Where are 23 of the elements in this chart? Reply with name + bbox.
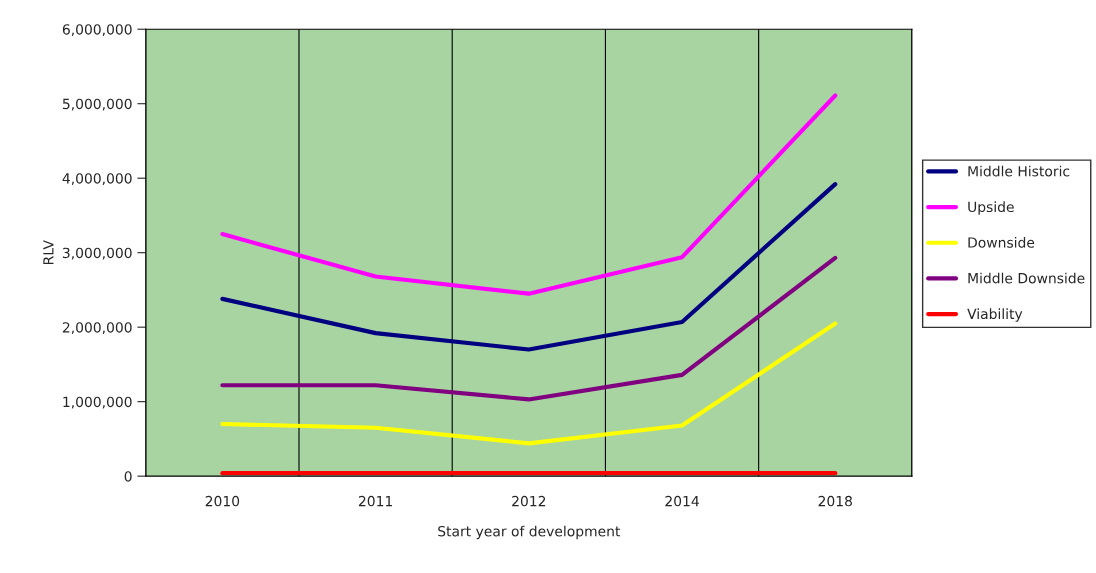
y-tick-label: 2,000,000 bbox=[62, 322, 132, 335]
x-tick-label: 2012 bbox=[512, 495, 546, 507]
y-axis-title: RLV bbox=[43, 240, 54, 265]
line-series bbox=[220, 255, 838, 402]
x-tick-label: 2010 bbox=[205, 495, 240, 507]
x-tick-label: 2014 bbox=[665, 495, 699, 507]
legend-label: Downside bbox=[968, 237, 1035, 248]
y-tick-label: 0 bbox=[124, 471, 132, 482]
legend-label: Upside bbox=[968, 201, 1014, 215]
y-tick-label: 3,000,000 bbox=[62, 247, 132, 260]
legend-label: Viability bbox=[967, 308, 1023, 322]
line-series bbox=[220, 93, 838, 296]
line-series bbox=[220, 321, 838, 446]
y-tick-label: 6,000,000 bbox=[62, 24, 132, 37]
x-tick-label: 2018 bbox=[818, 495, 852, 507]
legend-label: Middle Historic bbox=[968, 165, 1070, 177]
line-series bbox=[220, 182, 838, 352]
y-tick-label: 1,000,000 bbox=[63, 396, 132, 409]
x-tick-label: 2011 bbox=[358, 495, 392, 507]
y-tick-label: 5,000,000 bbox=[62, 98, 132, 111]
y-tick-label: 4,000,000 bbox=[62, 173, 132, 186]
x-axis-title: Start year of development bbox=[438, 525, 621, 540]
legend-label: Middle Downside bbox=[968, 272, 1085, 284]
